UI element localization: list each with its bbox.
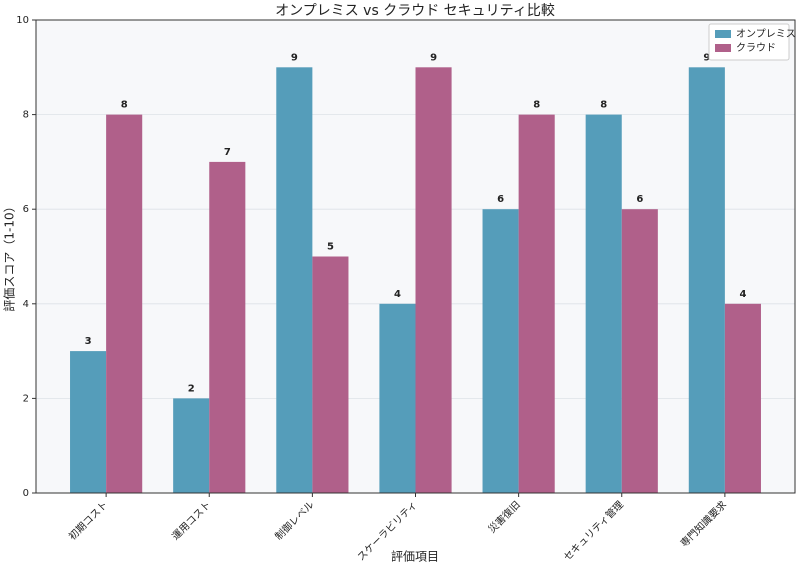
x-tick-label: 災害復旧 xyxy=(485,498,522,535)
bar xyxy=(106,114,143,493)
bar xyxy=(276,67,313,494)
bar xyxy=(173,398,210,493)
data-label: 9 xyxy=(291,52,298,63)
bar xyxy=(70,351,107,493)
legend-swatch xyxy=(715,30,731,38)
y-axis-label: 評価スコア（1-10） xyxy=(2,200,17,311)
bar xyxy=(688,67,725,494)
x-tick-label: 専門知識要求 xyxy=(677,498,729,550)
x-tick-label: 制御レベル xyxy=(272,498,317,543)
bar xyxy=(415,67,452,494)
data-label: 8 xyxy=(533,100,540,111)
data-label: 6 xyxy=(636,194,643,205)
bar xyxy=(585,114,622,493)
bar xyxy=(312,256,349,493)
bar xyxy=(482,209,519,493)
y-tick-label: 8 xyxy=(23,110,29,121)
bar xyxy=(379,303,416,493)
x-tick-label: 初期コスト xyxy=(66,498,111,543)
data-label: 7 xyxy=(224,147,231,158)
bar xyxy=(621,209,658,493)
bar xyxy=(724,303,761,493)
data-label: 8 xyxy=(600,100,607,111)
x-tick-label: 運用コスト xyxy=(170,499,214,543)
data-label: 2 xyxy=(188,383,195,394)
data-label: 6 xyxy=(497,194,504,205)
bar xyxy=(209,161,246,493)
y-tick-label: 10 xyxy=(16,15,29,26)
y-tick-label: 6 xyxy=(23,204,29,215)
legend-swatch xyxy=(715,44,731,52)
data-label: 3 xyxy=(85,336,92,347)
data-label: 5 xyxy=(327,242,334,253)
x-tick-label: セキュリティ管理 xyxy=(561,498,626,563)
legend-label: オンプレミス xyxy=(736,28,796,40)
y-tick-label: 0 xyxy=(23,488,29,499)
chart-title: オンプレミス vs クラウド セキュリティ比較 xyxy=(275,3,555,19)
data-label: 4 xyxy=(739,289,746,300)
y-tick-label: 4 xyxy=(23,299,29,310)
data-label: 9 xyxy=(703,52,710,63)
data-label: 8 xyxy=(121,100,128,111)
data-label: 4 xyxy=(394,289,401,300)
legend-label: クラウド xyxy=(736,42,776,54)
y-tick-label: 2 xyxy=(23,393,29,404)
data-label: 9 xyxy=(430,52,437,63)
bar xyxy=(518,114,555,493)
plot-frame xyxy=(35,19,796,494)
x-axis-label: 評価項目 xyxy=(391,549,439,564)
